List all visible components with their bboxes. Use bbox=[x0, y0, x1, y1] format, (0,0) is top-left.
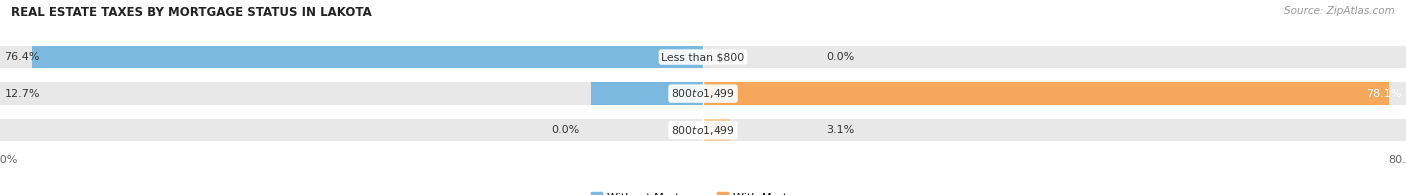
Text: 3.1%: 3.1% bbox=[827, 125, 855, 135]
Bar bbox=[31, 46, 703, 68]
Bar bbox=[703, 82, 1389, 105]
Text: $800 to $1,499: $800 to $1,499 bbox=[671, 124, 735, 137]
Bar bbox=[0, 119, 1406, 142]
Bar bbox=[0, 46, 1406, 68]
Text: 0.0%: 0.0% bbox=[827, 52, 855, 62]
Legend: Without Mortgage, With Mortgage: Without Mortgage, With Mortgage bbox=[586, 188, 820, 195]
Bar bbox=[703, 119, 730, 142]
Text: 76.4%: 76.4% bbox=[4, 52, 39, 62]
Text: $800 to $1,499: $800 to $1,499 bbox=[671, 87, 735, 100]
Text: 78.1%: 78.1% bbox=[1367, 89, 1402, 99]
Text: Source: ZipAtlas.com: Source: ZipAtlas.com bbox=[1284, 6, 1395, 16]
Bar bbox=[0, 82, 1406, 105]
Text: 12.7%: 12.7% bbox=[4, 89, 39, 99]
Text: Less than $800: Less than $800 bbox=[661, 52, 745, 62]
Bar bbox=[592, 82, 703, 105]
Text: 0.0%: 0.0% bbox=[551, 125, 581, 135]
Text: REAL ESTATE TAXES BY MORTGAGE STATUS IN LAKOTA: REAL ESTATE TAXES BY MORTGAGE STATUS IN … bbox=[11, 6, 373, 19]
